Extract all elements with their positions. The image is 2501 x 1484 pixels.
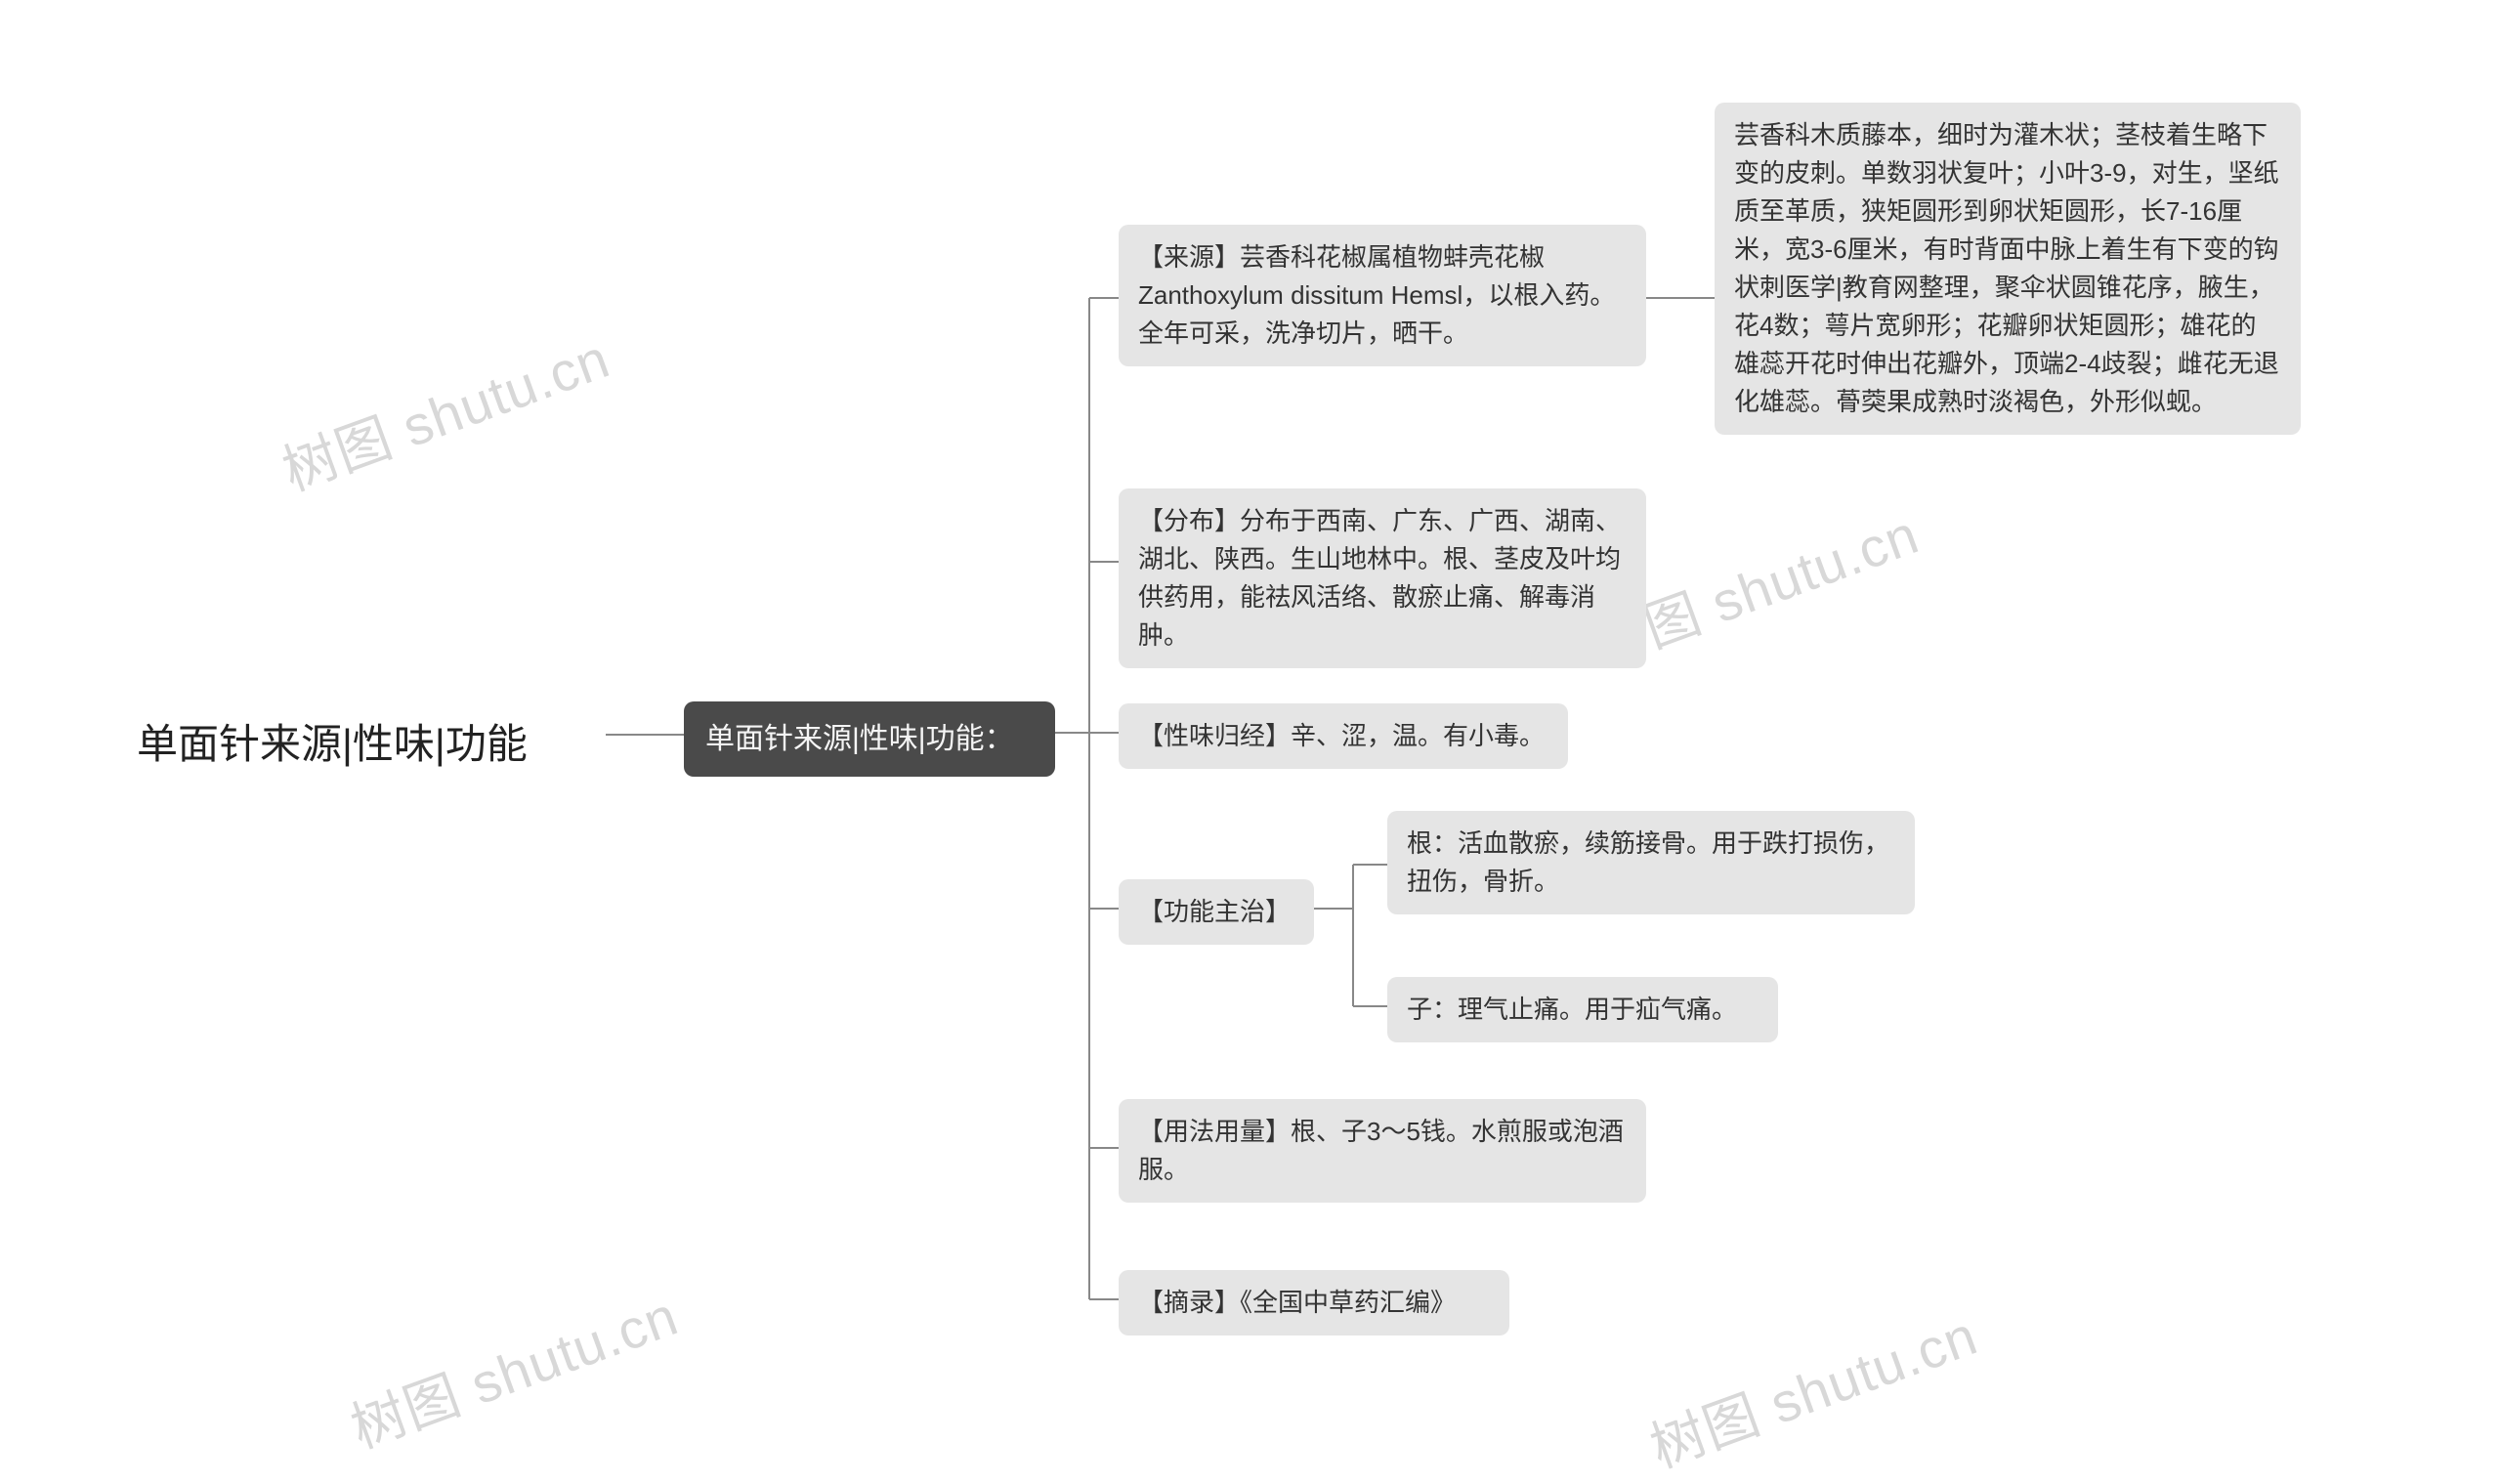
node-function[interactable]: 【功能主治】 (1119, 879, 1314, 945)
root-node[interactable]: 单面针来源|性味|功能 (117, 703, 606, 784)
node-usage[interactable]: 【用法用量】根、子3～5钱。水煎服或泡酒服。 (1119, 1099, 1646, 1203)
node-flavor[interactable]: 【性味归经】辛、涩，温。有小毒。 (1119, 703, 1568, 769)
node-function-root[interactable]: 根：活血散瘀，续筋接骨。用于跌打损伤，扭伤，骨折。 (1387, 811, 1915, 914)
level1-node[interactable]: 单面针来源|性味|功能： (684, 701, 1055, 777)
mindmap-canvas: 树图 shutu.cn 树图 shutu.cn 树图 shutu.cn 树图 s… (0, 0, 2501, 1484)
node-excerpt[interactable]: 【摘录】《全国中草药汇编》 (1119, 1270, 1509, 1336)
node-source[interactable]: 【来源】芸香科花椒属植物蚌壳花椒Zanthoxylum dissitum Hem… (1119, 225, 1646, 366)
node-source-detail[interactable]: 芸香科木质藤本，细时为灌木状；茎枝着生略下变的皮刺。单数羽状复叶；小叶3-9，对… (1715, 103, 2301, 435)
node-distribution[interactable]: 【分布】分布于西南、广东、广西、湖南、湖北、陕西。生山地林中。根、茎皮及叶均供药… (1119, 488, 1646, 668)
node-function-seed[interactable]: 子：理气止痛。用于疝气痛。 (1387, 977, 1778, 1042)
